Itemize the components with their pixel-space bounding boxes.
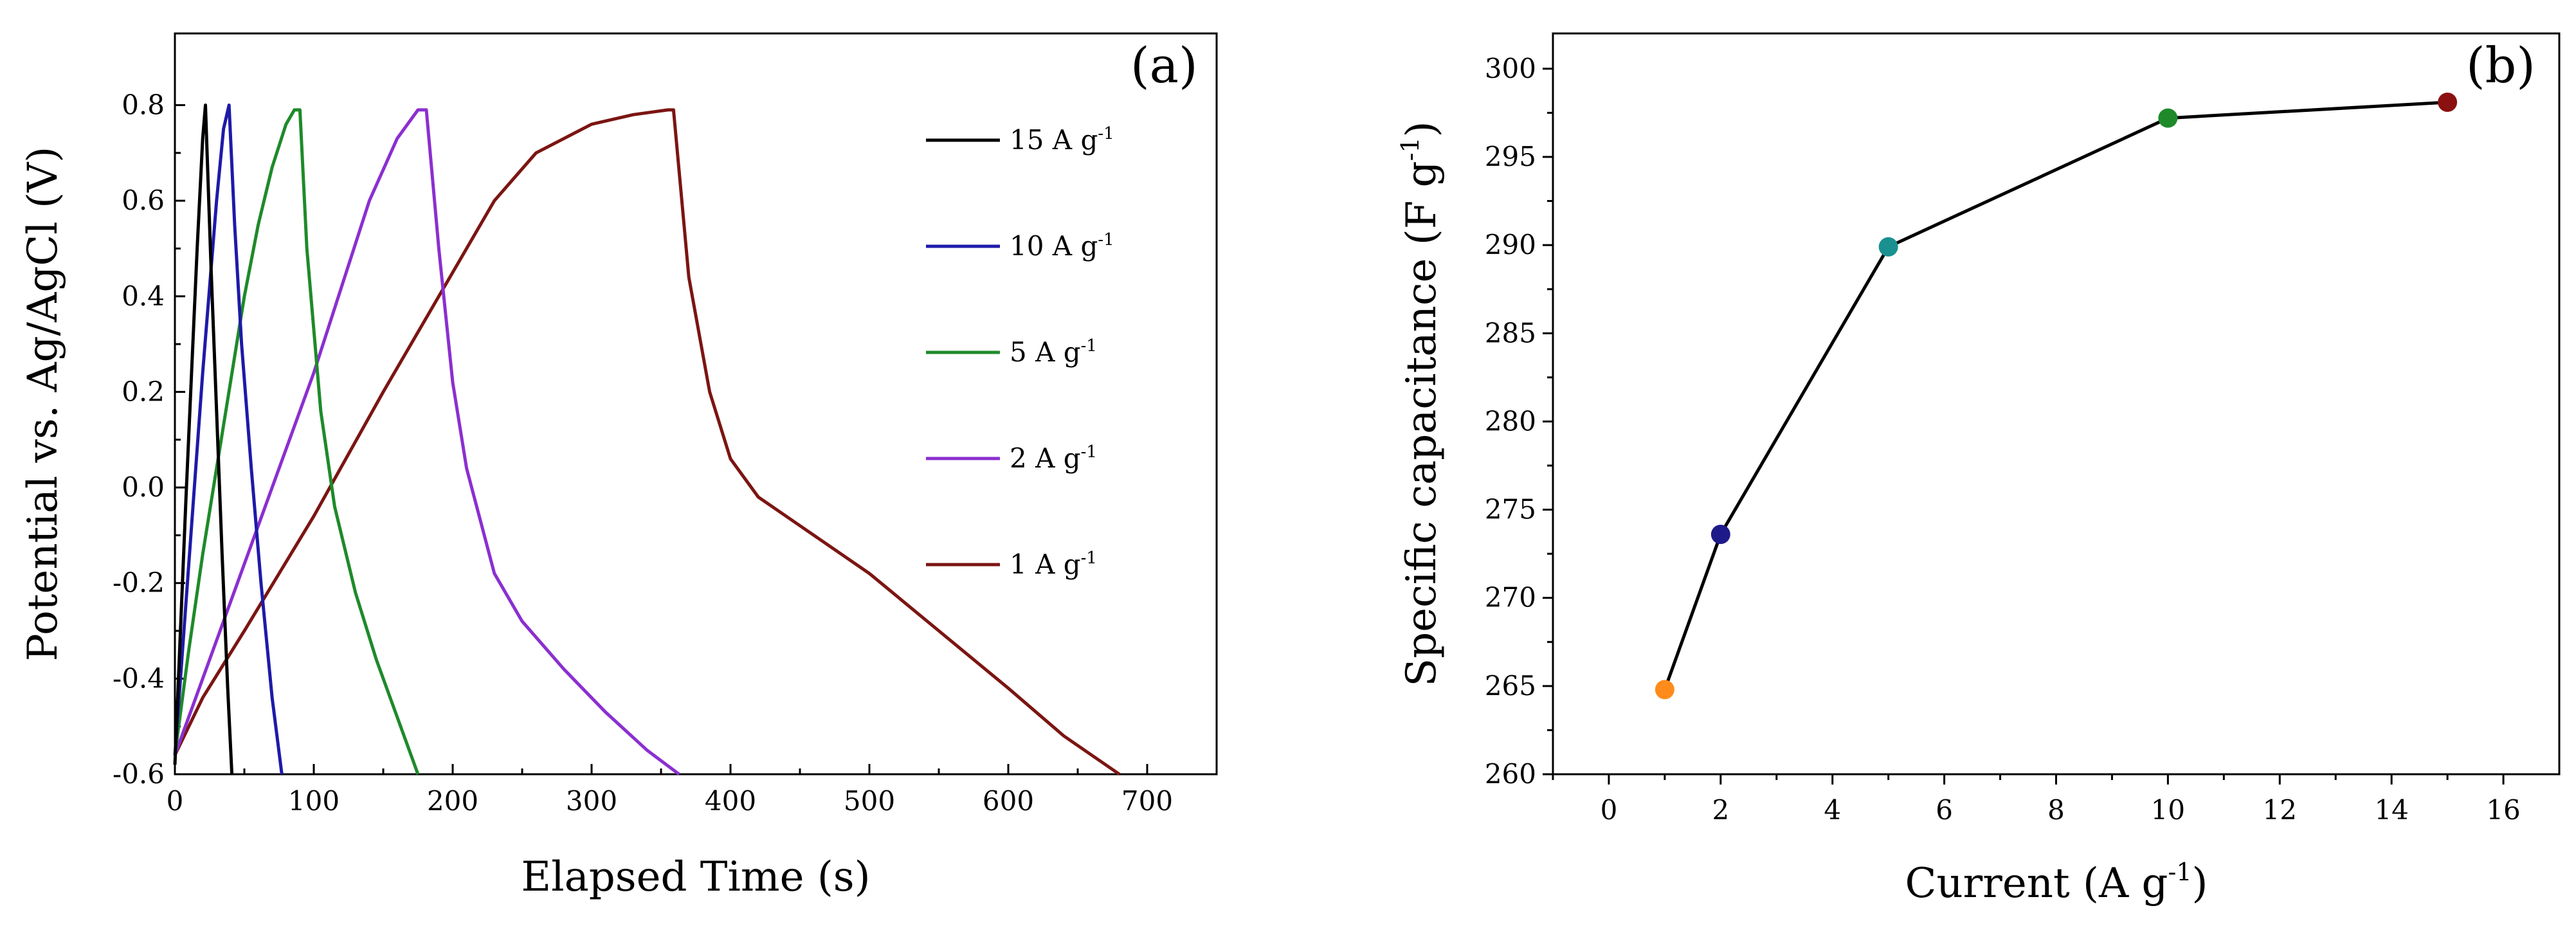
panel-b-x-axis-title: Current (A g-1) (1905, 858, 2208, 907)
y-tick-label: 290 (1485, 229, 1536, 260)
legend-label: 2 A g-1 (1010, 442, 1097, 474)
legend-label-main: 1 A g (1010, 549, 1081, 580)
y-tick-label: 0.6 (122, 185, 165, 216)
panel-b-x-axis-title-main: Current (A g (1905, 860, 2168, 907)
capacitance-point (2438, 92, 2458, 112)
x-tick-label: 16 (2486, 794, 2520, 826)
legend-label-sup: -1 (1098, 124, 1114, 143)
capacitance-point (2158, 108, 2178, 128)
legend-label-main: 10 A g (1010, 230, 1098, 262)
legend-label-sup: -1 (1098, 230, 1114, 250)
series-line-10-A-g (173, 104, 284, 775)
x-tick-label: 600 (983, 785, 1034, 817)
series-line-2-A-g (173, 108, 680, 776)
legend-label-main: 2 A g (1010, 442, 1081, 474)
y-tick-label: 0.8 (122, 89, 165, 120)
legend-label: 15 A g-1 (1010, 124, 1114, 156)
panel-b-y-axis-title-main: Specific capacitance (F g (1398, 161, 1446, 686)
legend-label-sup: -1 (1081, 442, 1097, 462)
panel-a-series (173, 104, 1121, 776)
y-tick-label: 0.0 (122, 471, 165, 503)
legend-label-main: 5 A g (1010, 336, 1081, 368)
x-tick-label: 12 (2263, 794, 2297, 826)
legend-label-main: 15 A g (1010, 124, 1098, 156)
legend-label-sup: -1 (1081, 336, 1097, 356)
x-tick-label: 8 (2047, 794, 2065, 826)
panel-a-x-axis-title: Elapsed Time (s) (521, 853, 870, 901)
panel-b-y-axis-title-end: ) (1398, 121, 1446, 137)
capacitance-point (1878, 237, 1898, 257)
x-tick-label: 0 (167, 785, 184, 817)
panel-a-y-ticks: -0.6 -0.4 -0.2 0.0 0.2 0.4 0.6 0.8 (113, 89, 185, 790)
y-tick-label: -0.2 (113, 567, 165, 599)
capacitance-point (1710, 524, 1730, 544)
x-tick-label: 500 (844, 785, 895, 817)
legend-label: 5 A g-1 (1010, 336, 1097, 368)
series-line-1-A-g (173, 108, 1121, 776)
x-tick-label: 700 (1121, 785, 1173, 817)
legend-label: 1 A g-1 (1010, 549, 1097, 580)
y-tick-label: 280 (1485, 405, 1536, 437)
y-tick-label: 260 (1485, 758, 1536, 790)
panel-b-x-axis-title-sup: -1 (2168, 858, 2192, 886)
x-tick-label: 4 (1824, 794, 1841, 826)
x-tick-label: 10 (2151, 794, 2185, 826)
y-tick-label: -0.4 (113, 662, 165, 694)
y-tick-label: 270 (1485, 582, 1536, 613)
panel-b-y-axis-title-sup: -1 (1396, 137, 1424, 161)
x-tick-label: 6 (1936, 794, 1953, 826)
capacitance-point (1655, 680, 1674, 700)
series-line-15-A-g (173, 104, 234, 775)
x-tick-label: 100 (288, 785, 340, 817)
panel-b-y-axis-title: Specific capacitance (F g-1) (1396, 121, 1446, 686)
x-tick-label: 300 (566, 785, 617, 817)
panel-a-label: (a) (1130, 37, 1198, 94)
legend-label: 10 A g-1 (1010, 230, 1114, 262)
panel-b-label: (b) (2466, 37, 2535, 94)
x-tick-label: 14 (2374, 794, 2408, 826)
panel-b-y-ticks: 260 265 270 275 280 285 290 295 300 (1485, 53, 1553, 790)
panel-b-capacitance: 0 2 4 6 8 10 12 14 16 260 265 270 275 280 285 290 295 30… (1396, 32, 2561, 907)
y-tick-label: 275 (1485, 494, 1536, 525)
y-tick-label: 285 (1485, 317, 1536, 349)
y-tick-label: 300 (1485, 53, 1536, 84)
panel-b-plot-frame (1552, 32, 2561, 776)
panel-a-x-ticks: 0 100 200 300 400 500 600 700 (167, 764, 1173, 817)
panel-a-gcd-curves: 0 100 200 300 400 500 600 700 -0.6 -0.4 -0.2 0.0 0.… (19, 32, 1218, 901)
capacitance-line (1663, 100, 2448, 691)
panel-a-legend: 15 A g-110 A g-15 A g-12 A g-11 A g-1 (926, 124, 1114, 580)
y-tick-label: 265 (1485, 670, 1536, 702)
x-tick-label: 2 (1712, 794, 1729, 826)
y-tick-label: -0.6 (113, 758, 165, 790)
panel-b-series (1655, 92, 2458, 700)
legend-label-sup: -1 (1081, 549, 1097, 568)
panel-b-x-axis-title-end: ) (2192, 860, 2208, 907)
panel-b-x-ticks: 0 2 4 6 8 10 12 14 16 (1552, 774, 2521, 826)
y-tick-label: 0.2 (122, 376, 165, 407)
y-tick-label: 0.4 (122, 280, 165, 312)
x-tick-label: 400 (705, 785, 756, 817)
panel-a-y-axis-title: Potential vs. Ag/AgCl (V) (19, 147, 67, 662)
x-tick-label: 200 (427, 785, 478, 817)
panel-a-plot-frame (174, 32, 1218, 776)
y-tick-label: 295 (1485, 141, 1536, 172)
x-tick-label: 0 (1601, 794, 1618, 826)
series-line-5-A-g (173, 108, 420, 775)
